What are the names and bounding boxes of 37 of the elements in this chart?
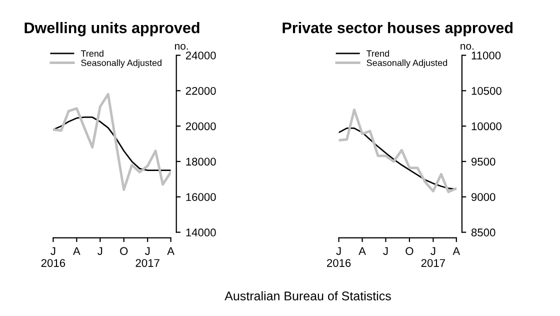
y-axis-title: no. xyxy=(175,44,188,50)
chart-title: Private sector houses approved xyxy=(282,22,513,36)
x-tick-label: J 2016 xyxy=(41,247,66,267)
legend-label: Seasonally Adjusted xyxy=(81,59,162,68)
y-tick-label: 9500 xyxy=(472,158,496,166)
text: Australian Bureau of Statistics xyxy=(224,291,391,300)
y-tick-label: 24000 xyxy=(186,52,216,60)
x-tick-label: J 2017 xyxy=(136,247,160,267)
y-tick-label: 14000 xyxy=(186,228,216,236)
x-tick-label: J xyxy=(98,247,102,256)
line-series xyxy=(338,108,456,194)
x-tick-label: J 2017 xyxy=(421,247,445,267)
y-tick-label: 22000 xyxy=(186,86,216,95)
x-tick-label: J 2016 xyxy=(327,247,351,267)
legend-label: Trend xyxy=(80,50,104,57)
y-tick-label: 8500 xyxy=(471,228,496,236)
x-tick-label: A xyxy=(452,247,460,255)
line-series xyxy=(338,128,456,190)
y-tick-label: 18000 xyxy=(186,158,216,166)
y-tick-label: 10000 xyxy=(472,122,502,130)
y-tick-label: 20000 xyxy=(186,122,216,130)
y-tick-label: 9000 xyxy=(472,193,496,202)
line-series xyxy=(53,116,171,172)
line-series xyxy=(53,92,171,192)
y-tick-label: 11000 xyxy=(472,52,501,60)
legend-label: Trend xyxy=(366,50,389,57)
y-tick-label: 16000 xyxy=(186,193,216,202)
legend-label: Seasonally Adjusted xyxy=(366,59,448,68)
x-tick-label: J xyxy=(383,247,388,256)
x-tick-label: A xyxy=(167,247,174,255)
x-tick-label: O xyxy=(120,247,128,256)
x-tick-label: A xyxy=(358,247,366,255)
y-tick-label: 10500 xyxy=(472,86,502,95)
chart-title: Dwelling units approved xyxy=(24,22,200,36)
x-tick-label: O xyxy=(406,247,414,256)
y-axis-title: no. xyxy=(460,44,474,50)
x-tick-label: A xyxy=(72,247,80,255)
